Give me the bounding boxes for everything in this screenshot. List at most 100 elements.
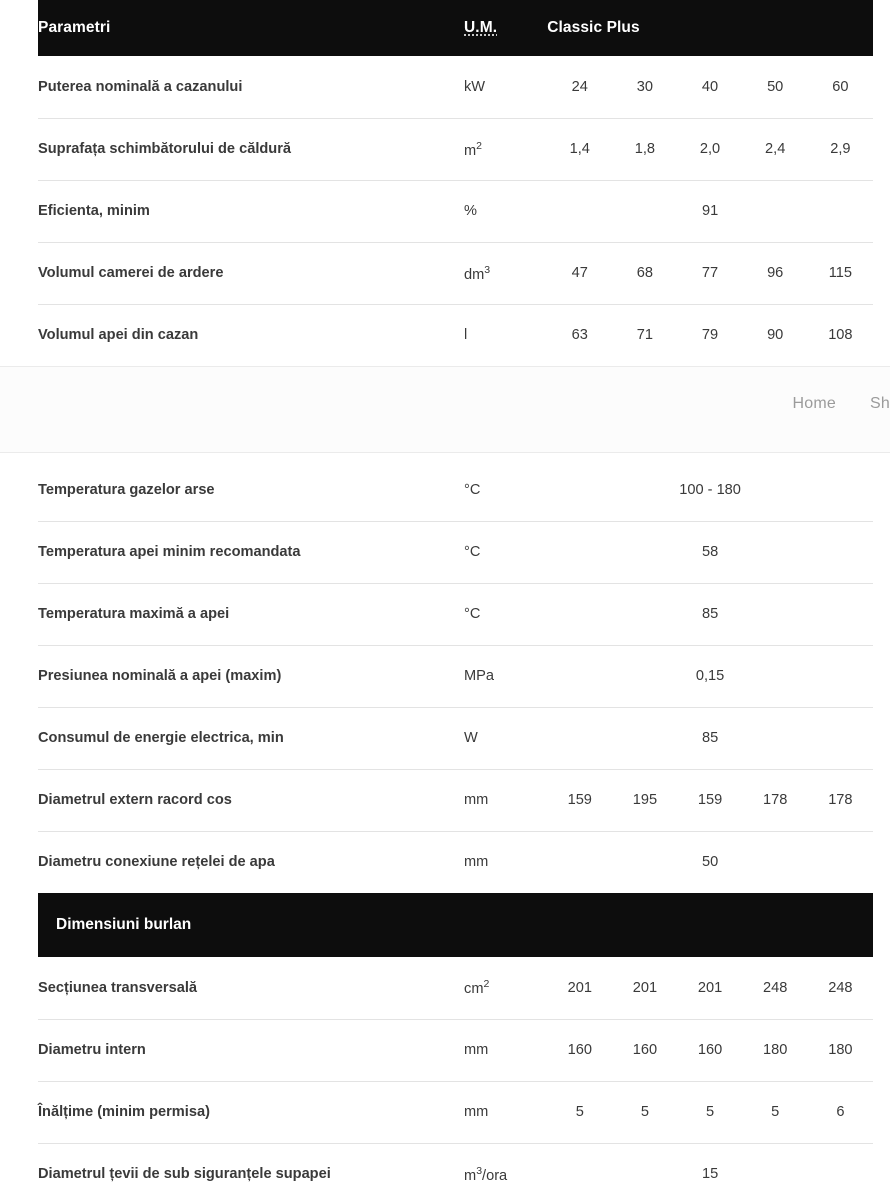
cell-value: 5	[677, 1080, 743, 1143]
cell-value: 6	[807, 1080, 873, 1143]
table-row: Temperatura gazelor arse °C 100 - 180	[38, 459, 873, 521]
header-parametri: Parametri	[38, 0, 464, 56]
cell-value: 77	[677, 241, 743, 304]
cell-value: 90	[742, 303, 808, 366]
cell-value-span: 91	[547, 179, 873, 242]
cell-parameter: Diametru intern	[38, 1018, 465, 1081]
cell-unit: °C	[464, 582, 548, 645]
cell-value: 1,8	[612, 117, 678, 180]
cell-value: 248	[828, 979, 853, 996]
cell-value: 108	[807, 303, 873, 366]
table-row: Volumul camerei de ardere dm3 47 68 77 96 115	[38, 241, 873, 304]
cell-value: 180	[742, 1018, 808, 1081]
cell-value: 71	[612, 303, 678, 366]
cell-value: 47	[547, 241, 613, 304]
cell-value-span: 58	[547, 520, 873, 583]
cell-value: 178	[742, 768, 808, 831]
cell-value: 96	[742, 241, 808, 304]
header-um: U.M.	[464, 0, 548, 56]
table-body-bottom: Temperatura gazelor arse °C 100 - 180 Tempe…	[38, 459, 873, 893]
table-header-row: Parametri U.M. Classic Plus	[38, 0, 873, 56]
nav-links: Home Sh	[793, 395, 890, 413]
cell-parameter: Volumul camerei de ardere	[38, 241, 464, 304]
cell-value: 201	[697, 979, 723, 996]
cell-value: 160	[677, 1018, 743, 1081]
cell-parameter: Temperatura apei minim recomandata	[38, 520, 464, 583]
nav-link-home[interactable]: Home	[792, 395, 837, 412]
table-body-top: Puterea nominală a cazanului kW 24 30 40 50 60…	[38, 56, 873, 366]
spec-table-bottom: Temperatura gazelor arse °C 100 - 180 Tempe…	[38, 459, 873, 893]
cell-value-span: 15	[547, 1142, 873, 1200]
cell-unit: MPa	[464, 644, 548, 707]
cell-value: 40	[701, 78, 719, 95]
cell-unit: mm	[464, 1018, 548, 1081]
table-row: Volumul apei din cazan l 63 71 79 90 108	[38, 303, 873, 366]
cell-parameter: Eficienta, minim	[38, 179, 464, 242]
cell-unit: mm	[464, 1080, 548, 1143]
cell-value: 79	[677, 303, 743, 366]
header-um-label: U.M.	[464, 19, 498, 36]
cell-parameter: Suprafața schimbătorului de căldură	[38, 117, 464, 180]
cell-unit: mm	[464, 830, 548, 893]
table-row: Înălțime (minim permisa) mm 5 5 5 5 6	[38, 1080, 873, 1143]
cell-value-span: 0,15	[547, 644, 873, 707]
section-header-label: Dimensiuni burlan	[56, 916, 192, 933]
cell-unit: dm3	[464, 241, 548, 304]
cell-value: 50	[767, 78, 784, 95]
cell-value: 30	[636, 78, 654, 95]
cell-parameter: Puterea nominală a cazanului	[38, 78, 243, 95]
table-row: Puterea nominală a cazanului kW 24 30 40 50 60	[38, 56, 873, 118]
cell-unit: mm	[464, 768, 548, 831]
cell-value: 5	[547, 1080, 613, 1143]
cell-unit: °C	[464, 520, 548, 583]
cell-value-span: 50	[547, 830, 873, 893]
cell-unit: W	[464, 706, 548, 769]
nav-link-shop-clipped[interactable]: Sh	[870, 395, 890, 412]
cell-parameter: Diametrul extern racord cos	[38, 768, 464, 831]
cell-value: 63	[547, 303, 613, 366]
table-row: Diametru intern mm 160 160 160 180 180	[38, 1018, 873, 1081]
section-header-dimensiuni-burlan: Dimensiuni burlan	[38, 893, 873, 957]
cell-value: 2,0	[677, 117, 743, 180]
cell-value: 68	[612, 241, 678, 304]
cell-value-span: 100 - 180	[679, 481, 741, 498]
cell-value: 115	[807, 241, 873, 304]
cell-value: 1,4	[547, 117, 613, 180]
cell-parameter: Presiunea nominală a apei (maxim)	[38, 644, 464, 707]
table-row: Eficienta, minim% 91	[38, 179, 873, 242]
cell-parameter: Înălțime (minim permisa)	[38, 1080, 465, 1143]
table-row: Diametru conexiune rețelei de apa mm 50	[38, 830, 873, 893]
cell-value: 160	[612, 1018, 678, 1081]
cell-parameter: Temperatura gazelor arse	[38, 481, 215, 498]
cell-value: 2,4	[742, 117, 808, 180]
cell-value: 24	[571, 78, 588, 95]
cell-value: 178	[807, 768, 873, 831]
cell-value-span: 85	[547, 582, 873, 645]
spec-table-burlan: Secțiunea transversală cm2 201 201 201 248 248…	[38, 957, 873, 1200]
table-body-burlan: Secțiunea transversală cm2 201 201 201 248 248…	[38, 957, 873, 1200]
table-row: Presiunea nominală a apei (maxim) MPa 0,15	[38, 644, 873, 707]
cell-value: 60	[832, 78, 849, 95]
table-row: Temperatura maximă a apei °C 85	[38, 582, 873, 645]
cell-value: 160	[547, 1018, 613, 1081]
table-head: Parametri U.M. Classic Plus	[38, 0, 873, 56]
cell-parameter: Secțiunea transversală	[38, 979, 197, 996]
cell-unit: °C	[464, 481, 481, 498]
cell-parameter: Temperatura maximă a apei	[38, 582, 464, 645]
cell-unit: cm2	[464, 978, 490, 998]
header-classic-plus: Classic Plus	[547, 0, 873, 56]
cell-value: 2,9	[807, 117, 873, 180]
cell-value: 180	[807, 1018, 873, 1081]
table-row: Secțiunea transversală cm2 201 201 201 248 248	[38, 957, 873, 1019]
cell-unit: m3/ora	[464, 1142, 548, 1200]
cell-value: 159	[677, 768, 743, 831]
cell-unit: %	[464, 179, 548, 242]
cell-value: 248	[763, 979, 788, 996]
cell-unit: l	[464, 303, 548, 366]
cell-value: 201	[632, 979, 658, 996]
table-row: Diametrul țevii de sub siguranțele supap…	[38, 1142, 873, 1200]
table-row: Consumul de energie electrica, min W 85	[38, 706, 873, 769]
cell-value: 195	[612, 768, 678, 831]
table-row: Suprafața schimbătorului de căldură m2 1,4…	[38, 117, 873, 180]
